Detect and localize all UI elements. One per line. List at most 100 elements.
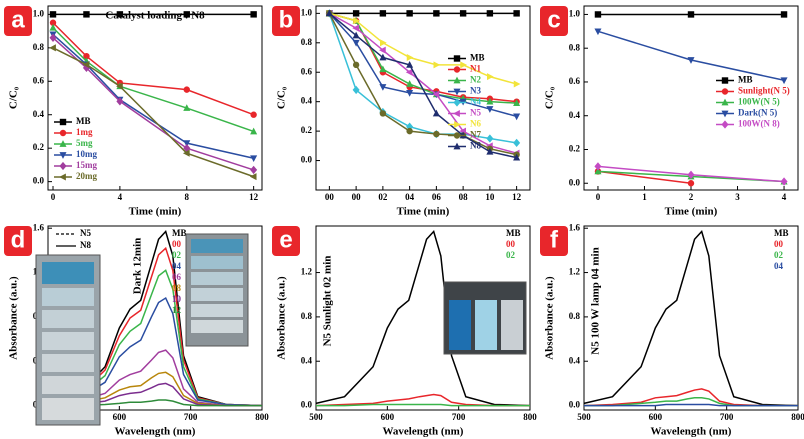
legend-label: N5: [80, 228, 91, 238]
series-line: [52, 22, 254, 116]
vial: [42, 376, 94, 394]
panel-label: a: [11, 6, 25, 33]
y-tick-label: 1.0: [33, 8, 45, 18]
panel-label: f: [550, 226, 559, 253]
x-tick-label: 800: [255, 412, 269, 422]
y-tick-label: 0.0: [301, 400, 313, 410]
series-line: [328, 13, 517, 144]
legend-label: N5: [470, 108, 481, 118]
legend-marker: [453, 76, 461, 84]
vial: [42, 398, 94, 420]
marker: [432, 90, 440, 98]
legend-label: Sunlight(N 5): [738, 86, 790, 96]
series-line: [315, 393, 530, 407]
y-tick-label: 0.8: [569, 311, 581, 321]
x-tick-label: 500: [577, 412, 591, 422]
y-tick-label: 0.2: [569, 144, 581, 154]
vial: [191, 288, 243, 301]
marker: [687, 57, 695, 64]
panel: 0.0 0.2 0.4 0.6 0.8 1.0 0 1 2 3 4 Time (min) C/C₀ MBS…: [540, 5, 799, 218]
panel-label-box: [272, 226, 300, 256]
vial: [42, 310, 94, 328]
legend-label: MB: [470, 53, 485, 63]
marker: [183, 140, 191, 148]
series-line: [583, 230, 799, 407]
marker: [379, 110, 387, 117]
marker: [780, 11, 788, 18]
legend-label: 1mg: [76, 127, 93, 137]
legend-label: 08: [172, 283, 182, 293]
y-axis-label: C/C₀: [544, 86, 556, 109]
x-tick-label: 08: [459, 192, 469, 202]
marker: [459, 10, 467, 17]
chart-title: Catalyst loading : N8: [105, 10, 205, 22]
y-tick-label: 0.8: [301, 311, 313, 321]
legend-label: N8: [470, 141, 481, 151]
x-tick-label: 800: [791, 412, 804, 422]
marker: [406, 54, 414, 62]
legend-label: 00: [172, 239, 182, 249]
legend-label: 10: [172, 294, 182, 304]
plot-frame: [315, 5, 531, 191]
series-line: [47, 246, 263, 407]
legend-label: N8: [80, 240, 91, 250]
marker: [513, 153, 521, 161]
y-axis-label: C/C₀: [8, 86, 20, 109]
y-tick-label: 0.6: [301, 66, 313, 76]
marker: [486, 97, 494, 105]
marker: [594, 162, 602, 171]
y-tick-label: 0.0: [569, 177, 581, 187]
series-line: [47, 382, 262, 407]
vial: [42, 288, 94, 306]
marker: [460, 61, 467, 69]
marker: [687, 180, 695, 187]
x-tick-label: 4: [118, 192, 123, 202]
marker: [352, 61, 360, 69]
panel: 0.0 0.2 0.4 0.6 0.8 1.0 00 00 02 04 06 08 10 12 Time (…: [272, 5, 531, 218]
y-axis-label: C/C₀: [276, 86, 288, 109]
marker: [352, 85, 360, 95]
vial: [191, 320, 243, 333]
series-line: [47, 269, 263, 407]
panel-label-box: [540, 6, 568, 36]
y-tick-label: 0.4: [569, 110, 581, 120]
series-line: [47, 371, 262, 407]
y-tick-label: 1.6: [569, 222, 581, 232]
marker: [250, 11, 257, 18]
legend-label: N6: [470, 119, 481, 129]
marker: [49, 11, 57, 18]
y-tick-label: 0.2: [33, 142, 45, 152]
marker: [183, 104, 191, 111]
series-line: [583, 388, 798, 407]
x-tick-label: 800: [523, 412, 537, 422]
marker: [379, 84, 387, 91]
legend-marker: [59, 152, 67, 159]
annotation: N5 100 W lamp 04 min: [590, 247, 602, 354]
series-line: [316, 403, 530, 407]
vial: [191, 239, 243, 253]
panel-label: d: [11, 226, 26, 253]
y-tick-label: 0.6: [33, 75, 45, 85]
series-line: [328, 13, 517, 156]
marker: [432, 109, 440, 117]
x-tick-label: 600: [381, 412, 395, 422]
vial: [191, 272, 243, 285]
y-tick-label: 0.4: [301, 96, 313, 106]
marker: [379, 53, 387, 61]
panel-label-box: [272, 6, 300, 36]
vial: [475, 300, 497, 350]
marker: [379, 39, 387, 47]
legend-label: MB: [506, 228, 521, 238]
series-line: [328, 12, 517, 159]
legend-label: 00: [774, 239, 784, 249]
legend-label: 10mg: [76, 149, 97, 159]
marker: [687, 170, 695, 179]
legend-label: 15mg: [76, 160, 97, 170]
legend-marker: [453, 132, 461, 139]
marker: [513, 113, 521, 121]
marker: [250, 111, 257, 118]
y-tick-label: 0.0: [33, 176, 45, 186]
legend-marker: [59, 161, 67, 171]
series-line: [47, 296, 263, 407]
